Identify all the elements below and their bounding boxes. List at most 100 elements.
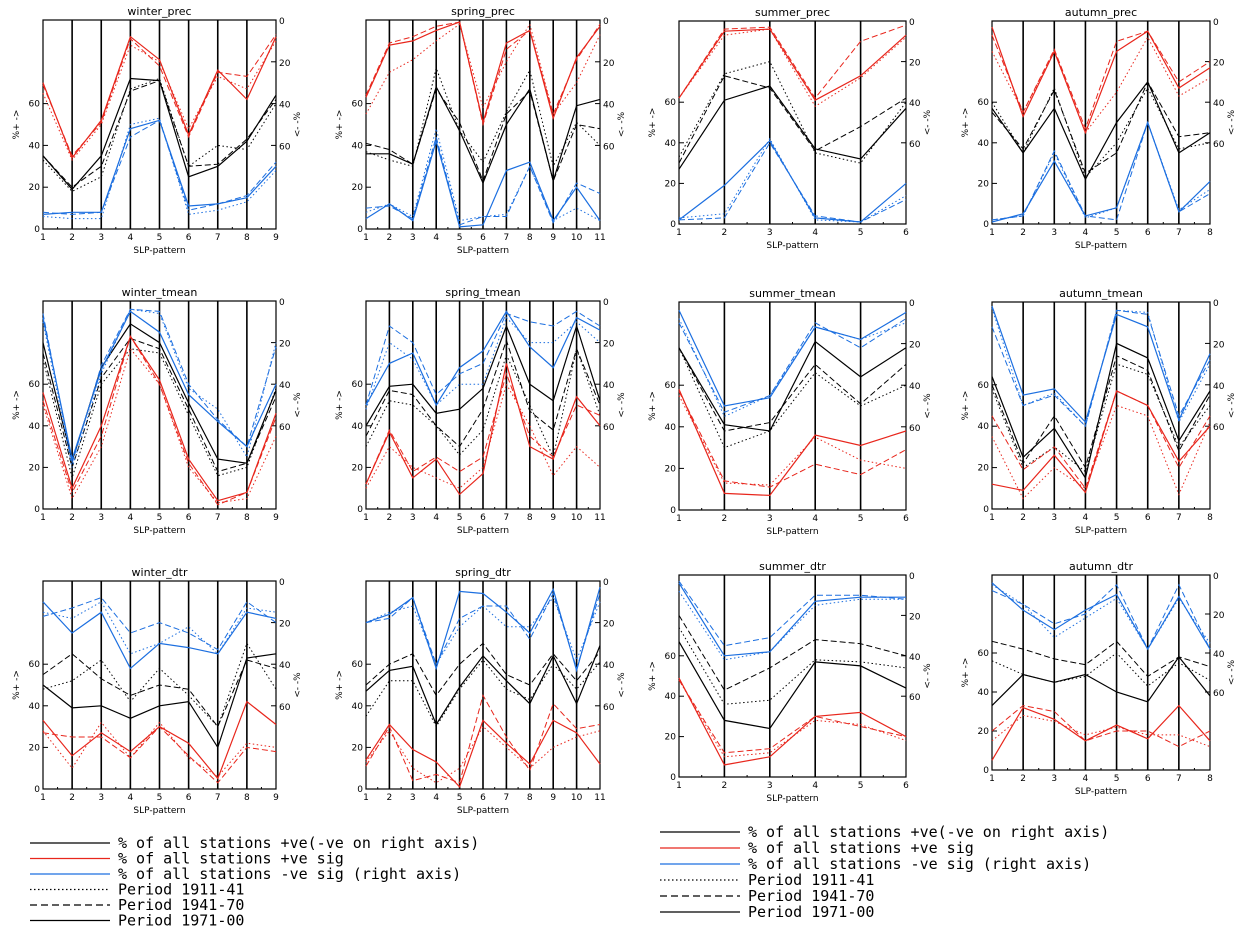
x-tick-label: 1 [40, 793, 46, 803]
series-black-1941-70 [42, 653, 277, 728]
right-axis-label: <- -% [923, 393, 933, 419]
series-red-1911-41 [991, 404, 1211, 500]
x-tick-label: 8 [527, 513, 533, 523]
right-y-tick-label: 40 [909, 382, 921, 392]
x-tick-label: 1 [989, 228, 995, 238]
series-red-1911-41 [678, 395, 907, 486]
series-black-1941-70 [678, 347, 907, 432]
series-red-1911-41 [365, 725, 601, 784]
x-tick-label: 6 [480, 793, 486, 803]
left-y-tick-label: 40 [352, 141, 364, 151]
x-tick-label: 5 [457, 233, 463, 243]
series-black-1941-70 [991, 80, 1211, 175]
x-tick-label: 3 [410, 513, 416, 523]
x-tick-label: 11 [594, 793, 605, 803]
x-tick-label: 5 [157, 793, 163, 803]
series-red-1971-00 [42, 335, 277, 502]
left-y-tick-label: 40 [29, 422, 41, 432]
panel-title: autumn_dtr [1069, 560, 1133, 573]
left-y-tick-label: 20 [978, 464, 990, 474]
right-y-tick-label: 0 [1213, 299, 1219, 309]
left-y-tick-label: 40 [665, 692, 677, 702]
x-axis-label: SLP-pattern [1075, 526, 1127, 536]
x-tick-label: 5 [457, 513, 463, 523]
left-y-tick-label: 60 [352, 380, 364, 390]
series-black-1941-70 [678, 615, 907, 691]
series-black-1911-41 [42, 642, 277, 728]
x-tick-label: 1 [363, 793, 369, 803]
left-y-tick-label: 60 [665, 381, 677, 391]
x-tick-label: 6 [480, 513, 486, 523]
right-y-tick-label: 20 [909, 341, 921, 351]
left-y-tick-label: 0 [670, 773, 676, 783]
series-blue-1971-00 [678, 582, 906, 657]
left-y-tick-label: 60 [665, 652, 677, 662]
right-y-tick-label: 60 [603, 142, 615, 152]
x-tick-label: 7 [215, 513, 221, 523]
left-y-tick-label: 60 [29, 380, 41, 390]
x-tick-label: 3 [410, 233, 416, 243]
right-y-tick-label: 0 [1213, 18, 1219, 28]
series-blue-1971-00 [365, 310, 601, 407]
left-axis-label: %+ -> [961, 391, 971, 421]
x-axis-label: SLP-pattern [133, 246, 185, 256]
x-tick-label: 9 [550, 513, 556, 523]
x-tick-label: 3 [1051, 513, 1057, 523]
legend-label: Period 1911-41 [748, 871, 874, 889]
series-black-1911-41 [991, 652, 1211, 687]
x-axis-label: SLP-pattern [766, 794, 818, 804]
x-tick-label: 9 [550, 793, 556, 803]
x-tick-label: 9 [273, 793, 279, 803]
x-tick-label: 5 [157, 513, 163, 523]
x-tick-label: 2 [1020, 228, 1026, 238]
x-tick-label: 3 [410, 793, 416, 803]
panel-title: spring_dtr [455, 566, 511, 579]
right-y-tick-label: 20 [603, 620, 615, 630]
left-y-tick-label: 0 [670, 220, 676, 230]
x-tick-label: 5 [858, 781, 864, 791]
right-y-tick-label: 0 [909, 18, 915, 28]
left-y-tick-label: 20 [29, 183, 41, 193]
x-axis-label: SLP-pattern [457, 246, 509, 256]
legend-label: % of all stations +ve sig [118, 850, 344, 868]
left-axis-label: %+ -> [961, 658, 971, 688]
series-black-1911-41 [991, 86, 1211, 179]
x-tick-label: 6 [480, 233, 486, 243]
right-y-tick-label: 20 [1213, 611, 1225, 621]
x-tick-label: 8 [527, 793, 533, 803]
x-tick-label: 4 [433, 793, 439, 803]
left-y-tick-label: 60 [978, 649, 990, 659]
left-y-tick-label: 20 [352, 463, 364, 473]
right-axis-label: <- -% [923, 663, 933, 689]
left-y-tick-label: 20 [978, 179, 990, 189]
panel-winter_dtr: 1 2 3 4 5 6 7 8 9 0 20 40 60 0 20 40 60 %+ -> <- -% SLP-pat… [12, 566, 303, 816]
left-y-tick-label: 0 [983, 505, 989, 515]
legend-label: Period 1911-41 [118, 881, 244, 899]
x-tick-label: 2 [69, 793, 75, 803]
plot-frame [991, 20, 1211, 225]
right-y-tick-label: 60 [909, 693, 921, 703]
right-axis-label: <- -% [1227, 392, 1237, 418]
right-y-tick-label: 60 [1213, 423, 1225, 433]
x-tick-label: 2 [69, 233, 75, 243]
series-blue-1971-00 [365, 139, 601, 228]
panel-winter_prec: 1 2 3 4 5 6 7 8 9 0 20 40 60 0 20 40 60 %+ -> <- -% SLP-pat… [12, 5, 303, 256]
right-y-tick-label: 0 [603, 578, 609, 588]
right-axis-label: <- -% [293, 672, 303, 698]
x-tick-label: 2 [69, 513, 75, 523]
x-tick-label: 6 [903, 781, 909, 791]
legend-label: % of all stations +ve(-ve on right axis) [748, 823, 1109, 841]
x-tick-label: 8 [1207, 513, 1213, 523]
right-y-tick-label: 0 [279, 298, 285, 308]
panel-autumn_dtr: 1 2 3 4 5 6 7 8 0 20 40 60 0 20 40 60 %+ -> <- -% SLP-patt… [961, 560, 1237, 797]
left-y-tick-label: 0 [34, 785, 40, 795]
left-y-tick-label: 40 [978, 688, 990, 698]
right-y-tick-label: 60 [279, 142, 291, 152]
left-y-tick-label: 40 [978, 422, 990, 432]
x-tick-label: 1 [676, 781, 682, 791]
x-tick-label: 3 [98, 513, 104, 523]
series-red-1971-00 [365, 21, 601, 125]
panel-autumn_tmean: 1 2 3 4 5 6 7 8 0 20 40 60 0 20 40 60 %+ -> <- -% SLP-patt… [961, 287, 1237, 536]
left-y-tick-label: 20 [352, 743, 364, 753]
